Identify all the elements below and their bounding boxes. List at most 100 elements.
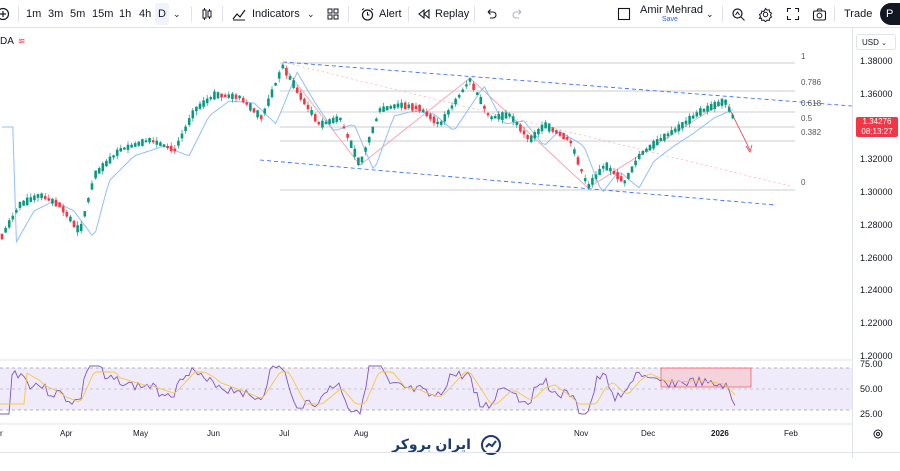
channel-upper-line[interactable] xyxy=(282,61,852,107)
candle-body xyxy=(364,147,367,152)
timeframe-d[interactable]: D xyxy=(155,3,169,25)
candle-body xyxy=(162,144,166,147)
candle-body xyxy=(33,195,36,201)
timeframe-15m[interactable]: 15m xyxy=(92,8,114,20)
candle-body xyxy=(724,99,727,105)
candle-body xyxy=(616,172,619,180)
publish-button[interactable]: P xyxy=(880,3,900,25)
price-scale[interactable] xyxy=(852,28,900,458)
candle-body xyxy=(501,112,504,120)
candle-body xyxy=(101,163,105,172)
candlesticks[interactable] xyxy=(0,63,735,241)
candle-body xyxy=(731,114,735,119)
candle-body xyxy=(54,199,58,207)
candle-body xyxy=(25,197,29,206)
timeframe-4h[interactable]: 4h xyxy=(139,8,152,20)
undo-icon[interactable] xyxy=(484,0,498,28)
price-label: 1.28000 xyxy=(860,220,893,230)
candle-body xyxy=(18,201,22,209)
chevron-down-icon[interactable]: ⌄ xyxy=(307,8,315,19)
candle-body xyxy=(202,100,205,107)
fullscreen-icon[interactable] xyxy=(786,0,800,28)
alarm-clock-icon[interactable] xyxy=(360,0,375,28)
price-label: 1.22000 xyxy=(860,318,893,328)
candle-body xyxy=(702,108,706,112)
candle-body xyxy=(529,135,533,143)
candle-body xyxy=(166,145,169,149)
timeframe-1h[interactable]: 1h xyxy=(119,8,132,20)
time-label: Aug xyxy=(354,429,369,438)
candle-body xyxy=(119,148,123,152)
candle-body xyxy=(36,194,40,198)
candle-body xyxy=(288,76,292,80)
candle-body xyxy=(187,118,191,125)
candle-body xyxy=(472,83,475,91)
candle-body xyxy=(555,130,558,134)
time-label: Apr xyxy=(60,429,73,438)
candle-body xyxy=(558,132,562,136)
candle-body xyxy=(76,225,79,233)
gear-icon[interactable] xyxy=(758,0,773,28)
candle-body xyxy=(126,144,130,150)
candle-body xyxy=(252,108,256,113)
trade-button[interactable]: Trade xyxy=(844,8,873,20)
candle-body xyxy=(576,157,580,165)
timeframe-3m[interactable]: 3m xyxy=(48,8,64,20)
candle-body xyxy=(4,227,7,233)
redo-icon[interactable] xyxy=(511,0,525,28)
candle-body xyxy=(533,132,537,139)
rsi-scale-label: 50.00 xyxy=(860,384,883,394)
candle-body xyxy=(565,137,569,140)
candle-body xyxy=(421,109,425,112)
user-name[interactable]: Amir Mehrad xyxy=(640,4,703,16)
layout-square-icon[interactable] xyxy=(617,0,631,28)
replay-button[interactable]: Replay xyxy=(435,8,470,20)
timeframe-1m[interactable]: 1m xyxy=(26,8,42,20)
candle-body xyxy=(90,183,94,190)
candle-body xyxy=(519,124,522,132)
candle-body xyxy=(299,92,303,100)
candle-body xyxy=(630,166,634,173)
candle-body xyxy=(537,128,540,135)
price-chart[interactable] xyxy=(0,0,852,452)
candle-body xyxy=(551,127,555,132)
symbol-title[interactable]: DA ≋ xyxy=(0,36,25,47)
candle-body xyxy=(400,102,403,108)
candle-body xyxy=(479,96,483,105)
quick-search-icon[interactable] xyxy=(731,0,746,28)
save-status[interactable]: Save xyxy=(662,16,678,23)
candle-body xyxy=(7,220,11,228)
candle-body xyxy=(79,223,83,232)
chevron-down-icon[interactable]: ⌄ xyxy=(173,8,181,19)
candle-body xyxy=(94,170,97,179)
candle-body xyxy=(360,156,364,163)
alert-button[interactable]: Alert xyxy=(379,8,402,20)
candle-body xyxy=(612,171,616,175)
time-label: Feb xyxy=(784,429,798,438)
currency-selector[interactable]: USD ⌄ xyxy=(856,34,896,50)
candle-body xyxy=(457,94,461,98)
candle-body xyxy=(648,144,652,151)
camera-icon[interactable] xyxy=(812,0,827,28)
candle-body xyxy=(511,116,515,122)
settings-icon[interactable] xyxy=(872,427,884,445)
candles-icon[interactable] xyxy=(200,0,214,28)
bottom-bar xyxy=(0,452,900,471)
candle-body xyxy=(22,200,25,206)
timeframe-5m[interactable]: 5m xyxy=(70,8,86,20)
chevron-down-icon[interactable]: ⌄ xyxy=(706,8,714,19)
candle-body xyxy=(220,93,223,98)
replay-icon[interactable] xyxy=(417,0,431,28)
indicators-icon[interactable] xyxy=(232,0,246,28)
indicators-button[interactable]: Indicators xyxy=(252,8,300,20)
layout-grid-icon[interactable] xyxy=(326,0,340,28)
candle-body xyxy=(587,183,591,189)
add-symbol-icon[interactable] xyxy=(0,0,10,28)
candle-body xyxy=(263,108,267,114)
rsi-scale-label: 75.00 xyxy=(860,359,883,369)
candle-body xyxy=(418,104,421,112)
channel-lower-line[interactable] xyxy=(259,159,776,206)
time-label: r xyxy=(0,429,3,438)
currency-label: USD xyxy=(862,38,879,47)
candle-body xyxy=(659,138,663,141)
